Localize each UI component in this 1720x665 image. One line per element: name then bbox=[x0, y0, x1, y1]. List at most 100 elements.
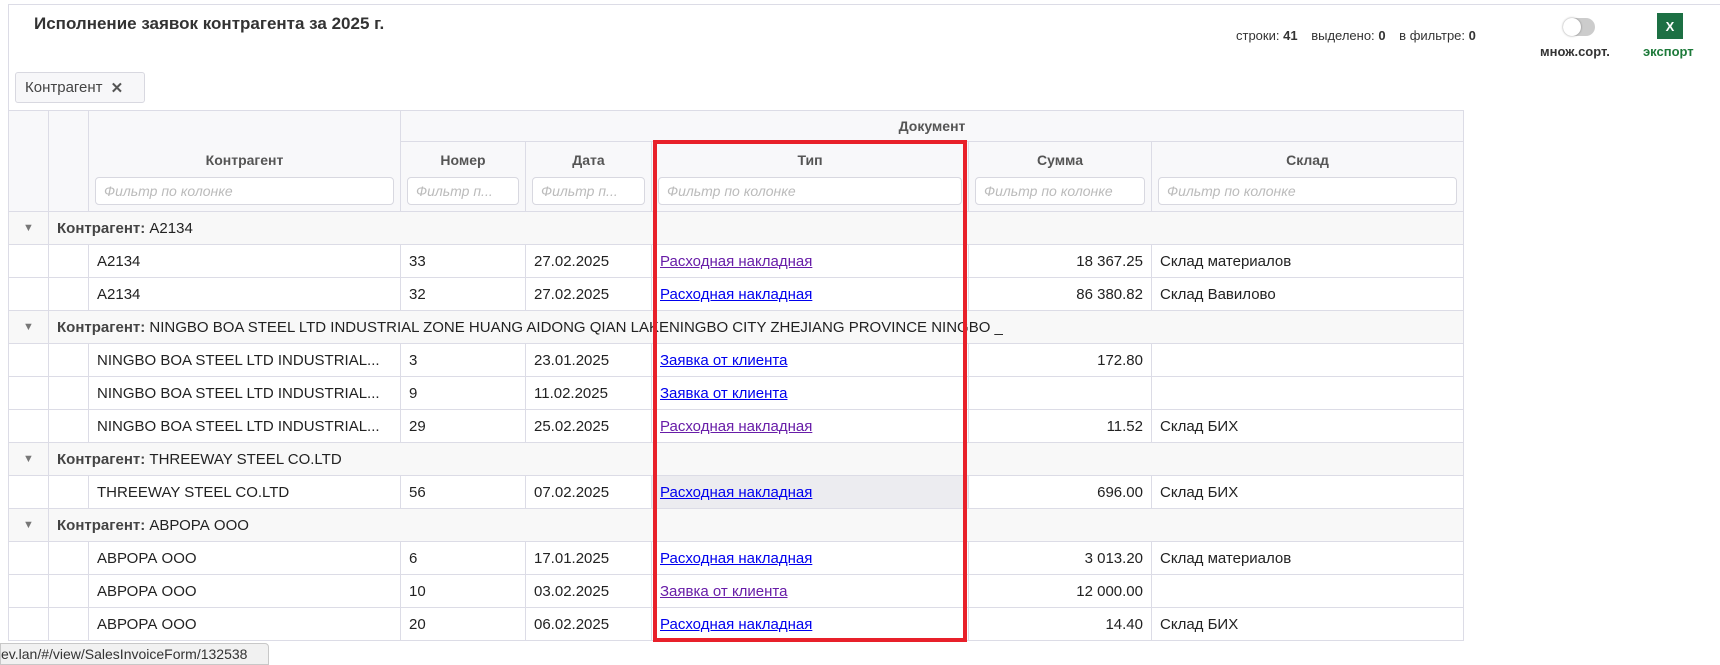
filter-sum[interactable]: Фильтр по колонке bbox=[975, 177, 1145, 205]
cell-number: 56 bbox=[400, 475, 526, 509]
row-select[interactable] bbox=[48, 607, 89, 641]
close-icon[interactable]: ✕ bbox=[110, 79, 124, 97]
cell-date: 03.02.2025 bbox=[525, 574, 652, 608]
group-row[interactable]: ▼ Контрагент: NINGBO BOA STEEL LTD INDUS… bbox=[8, 310, 1465, 344]
column-header-counterparty[interactable]: Контрагент Фильтр по колонке bbox=[88, 110, 401, 212]
row-indent bbox=[8, 277, 49, 311]
filter-warehouse[interactable]: Фильтр по колонке bbox=[1158, 177, 1458, 205]
collapse-arrow-icon[interactable]: ▼ bbox=[8, 310, 49, 344]
row-select[interactable] bbox=[48, 475, 89, 509]
row-select[interactable] bbox=[48, 376, 89, 410]
filter-counterparty[interactable]: Фильтр по колонке bbox=[95, 177, 394, 205]
row-select[interactable] bbox=[48, 574, 89, 608]
status-url-tooltip: ev.lan/#/view/SalesInvoiceForm/132538 bbox=[0, 643, 269, 665]
multisort-label: множ.сорт. bbox=[1540, 44, 1610, 59]
group-by-chip[interactable]: Контрагент ✕ bbox=[15, 72, 145, 103]
export-button[interactable]: экспорт bbox=[1643, 44, 1694, 59]
table-row[interactable]: A2134 33 27.02.2025 Расходная накладная … bbox=[8, 244, 1465, 278]
cell-date: 11.02.2025 bbox=[525, 376, 652, 410]
collapse-arrow-icon[interactable]: ▼ bbox=[8, 211, 49, 245]
group-row[interactable]: ▼ Контрагент: АВРОРА ООО bbox=[8, 508, 1465, 542]
header-label: Контрагент bbox=[205, 151, 284, 168]
cell-warehouse: Склад материалов bbox=[1150, 541, 1465, 575]
cell-sum: 14.40 bbox=[968, 607, 1152, 641]
cell-type: Расходная накладная bbox=[651, 244, 969, 278]
cell-counterparty: АВРОРА ООО bbox=[88, 574, 401, 608]
group-title: Контрагент: АВРОРА ООО bbox=[47, 508, 1465, 542]
rows-label: строки: bbox=[1236, 28, 1280, 43]
cell-number: 6 bbox=[400, 541, 526, 575]
collapse-arrow-icon[interactable]: ▼ bbox=[8, 508, 49, 542]
cell-counterparty: NINGBO BOA STEEL LTD INDUSTRIAL... bbox=[88, 343, 401, 377]
grid-stats: строки: 41 выделено: 0 в фильтре: 0 bbox=[1236, 28, 1486, 43]
cell-date: 27.02.2025 bbox=[525, 244, 652, 278]
table-row[interactable]: THREEWAY STEEL CO.LTD 56 07.02.2025 Расх… bbox=[8, 475, 1465, 509]
filter-type[interactable]: Фильтр по колонке bbox=[658, 177, 962, 205]
selected-label: выделено: bbox=[1311, 28, 1375, 43]
cell-counterparty: A2134 bbox=[88, 244, 401, 278]
filter-date[interactable]: Фильтр п... bbox=[532, 177, 645, 205]
column-header-warehouse[interactable]: Склад Фильтр по колонке bbox=[1150, 141, 1465, 212]
column-header-date[interactable]: Дата Фильтр п... bbox=[525, 141, 652, 212]
excel-export-icon[interactable]: X bbox=[1657, 13, 1683, 39]
cell-counterparty: АВРОРА ООО bbox=[88, 541, 401, 575]
table-row[interactable]: NINGBO BOA STEEL LTD INDUSTRIAL... 9 11.… bbox=[8, 376, 1465, 410]
group-name: A2134 bbox=[149, 219, 193, 237]
document-link[interactable]: Расходная накладная bbox=[660, 483, 813, 501]
group-row[interactable]: ▼ Контрагент: THREEWAY STEEL CO.LTD bbox=[8, 442, 1465, 476]
cell-sum: 172.80 bbox=[968, 343, 1152, 377]
document-link[interactable]: Заявка от клиента bbox=[660, 351, 788, 369]
cell-type: Заявка от клиента bbox=[651, 574, 969, 608]
document-link[interactable]: Расходная накладная bbox=[660, 549, 813, 567]
group-label: Контрагент: bbox=[57, 450, 146, 468]
row-select[interactable] bbox=[48, 277, 89, 311]
collapse-arrow-icon[interactable]: ▼ bbox=[8, 442, 49, 476]
table-row[interactable]: A2134 32 27.02.2025 Расходная накладная … bbox=[8, 277, 1465, 311]
table-row[interactable]: АВРОРА ООО 6 17.01.2025 Расходная наклад… bbox=[8, 541, 1465, 575]
row-select[interactable] bbox=[48, 409, 89, 443]
cell-type: Расходная накладная bbox=[651, 607, 969, 641]
cell-counterparty: A2134 bbox=[88, 277, 401, 311]
group-name: АВРОРА ООО bbox=[149, 516, 249, 534]
group-title: Контрагент: A2134 bbox=[47, 211, 1465, 245]
document-link[interactable]: Заявка от клиента bbox=[660, 384, 788, 402]
table-row[interactable]: NINGBO BOA STEEL LTD INDUSTRIAL... 29 25… bbox=[8, 409, 1465, 443]
filter-number[interactable]: Фильтр п... bbox=[407, 177, 519, 205]
row-indent bbox=[8, 244, 49, 278]
row-select[interactable] bbox=[48, 343, 89, 377]
row-select[interactable] bbox=[48, 541, 89, 575]
multisort-toggle[interactable] bbox=[1563, 18, 1595, 36]
row-indent bbox=[8, 475, 49, 509]
group-name: THREEWAY STEEL CO.LTD bbox=[149, 450, 342, 468]
row-indent bbox=[8, 607, 49, 641]
column-header-sum[interactable]: Сумма Фильтр по колонке bbox=[968, 141, 1152, 212]
document-link[interactable]: Расходная накладная bbox=[660, 252, 813, 270]
column-header-type[interactable]: Тип Фильтр по колонке bbox=[651, 141, 969, 212]
cell-sum: 86 380.82 bbox=[968, 277, 1152, 311]
cell-date: 27.02.2025 bbox=[525, 277, 652, 311]
cell-warehouse bbox=[1150, 376, 1465, 410]
cell-warehouse: Склад материалов bbox=[1150, 244, 1465, 278]
header-label: Дата bbox=[572, 151, 605, 168]
column-header-number[interactable]: Номер Фильтр п... bbox=[400, 141, 526, 212]
cell-counterparty: NINGBO BOA STEEL LTD INDUSTRIAL... bbox=[88, 409, 401, 443]
cell-warehouse: Склад Вавилово bbox=[1150, 277, 1465, 311]
table-row[interactable]: АВРОРА ООО 10 03.02.2025 Заявка от клиен… bbox=[8, 574, 1465, 608]
cell-date: 25.02.2025 bbox=[525, 409, 652, 443]
document-link[interactable]: Расходная накладная bbox=[660, 285, 813, 303]
table-row[interactable]: АВРОРА ООО 20 06.02.2025 Расходная накла… bbox=[8, 607, 1465, 641]
cell-number: 20 bbox=[400, 607, 526, 641]
cell-type: Заявка от клиента bbox=[651, 376, 969, 410]
select-column-header bbox=[48, 110, 89, 212]
cell-date: 07.02.2025 bbox=[525, 475, 652, 509]
document-link[interactable]: Заявка от клиента bbox=[660, 582, 788, 600]
table-row[interactable]: NINGBO BOA STEEL LTD INDUSTRIAL... 3 23.… bbox=[8, 343, 1465, 377]
document-link[interactable]: Расходная накладная bbox=[660, 615, 813, 633]
data-grid: Контрагент Фильтр по колонке Документ Но… bbox=[8, 110, 1465, 641]
cell-counterparty: NINGBO BOA STEEL LTD INDUSTRIAL... bbox=[88, 376, 401, 410]
document-link[interactable]: Расходная накладная bbox=[660, 417, 813, 435]
row-select[interactable] bbox=[48, 244, 89, 278]
group-row[interactable]: ▼ Контрагент: A2134 bbox=[8, 211, 1465, 245]
cell-warehouse bbox=[1150, 574, 1465, 608]
filtered-count: 0 bbox=[1468, 28, 1476, 43]
